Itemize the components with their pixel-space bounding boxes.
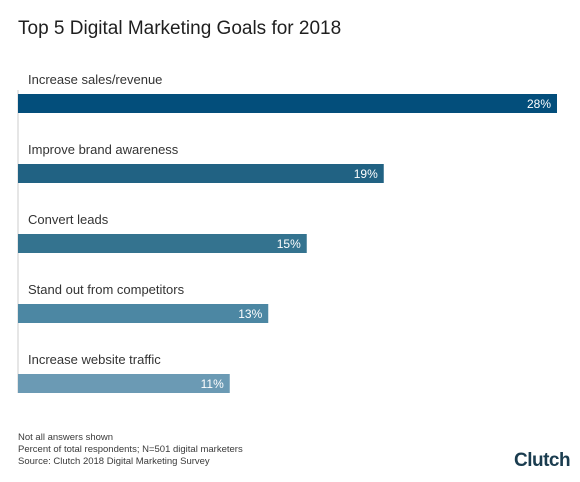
- data-label: 15%: [277, 237, 301, 251]
- category-label: Stand out from competitors: [28, 282, 185, 297]
- category-label: Increase sales/revenue: [28, 72, 162, 87]
- data-label: 19%: [354, 167, 378, 181]
- bar: [18, 94, 557, 113]
- clutch-logo: Clutch: [514, 450, 571, 471]
- note-not-all-answers: Not all answers shown: [18, 432, 114, 443]
- bar: [18, 304, 269, 323]
- data-label: 28%: [527, 97, 551, 111]
- chart-notes: Not all answers shown Percent of total r…: [18, 432, 243, 468]
- category-label: Improve brand awareness: [28, 142, 179, 157]
- bar: [18, 374, 230, 393]
- bar: [18, 164, 384, 183]
- data-label: 11%: [201, 377, 224, 391]
- note-source: Source: Clutch 2018 Digital Marketing Su…: [18, 456, 210, 467]
- category-label: Increase website traffic: [28, 352, 161, 367]
- note-respondents: Percent of total respondents; N=501 digi…: [18, 444, 243, 455]
- data-label: 13%: [238, 307, 262, 321]
- bar-chart: Increase sales/revenue 28% Improve brand a…: [17, 72, 557, 393]
- bar: [18, 234, 307, 253]
- chart-title: Top 5 Digital Marketing Goals for 2018: [18, 18, 342, 39]
- category-label: Convert leads: [28, 212, 109, 227]
